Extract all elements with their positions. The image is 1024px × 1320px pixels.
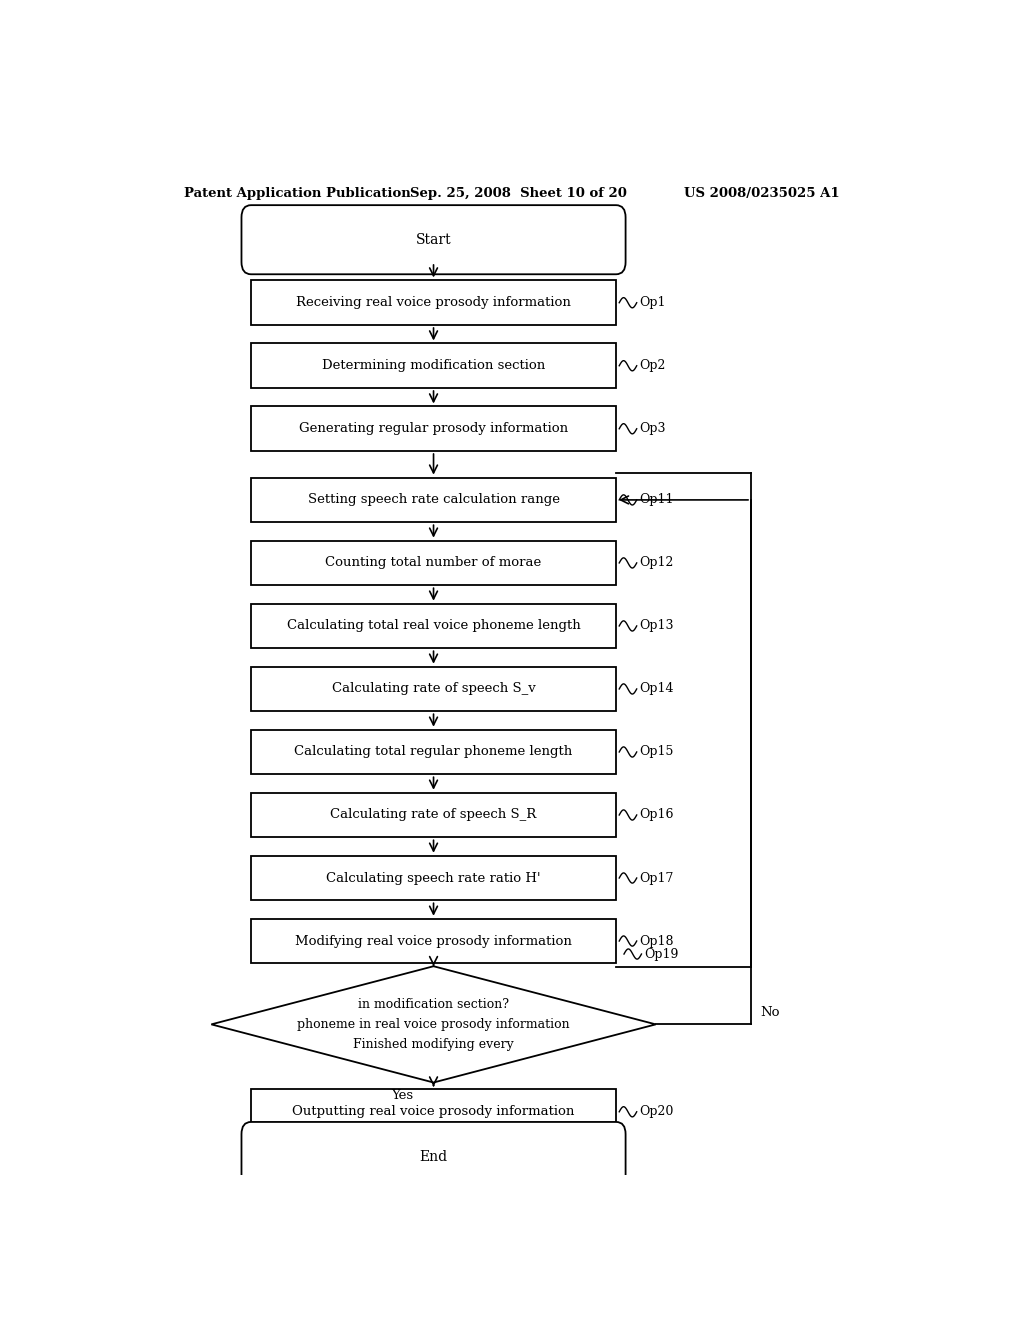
Text: FIG. 10: FIG. 10 bbox=[490, 1156, 559, 1172]
Text: Op3: Op3 bbox=[639, 422, 666, 436]
Text: Setting speech rate calculation range: Setting speech rate calculation range bbox=[307, 494, 559, 507]
Text: in modification section?: in modification section? bbox=[358, 998, 509, 1011]
Text: Op15: Op15 bbox=[639, 746, 674, 759]
Bar bbox=[251, 730, 616, 775]
Text: Op14: Op14 bbox=[639, 682, 674, 696]
Bar bbox=[251, 855, 616, 900]
Text: Op13: Op13 bbox=[639, 619, 674, 632]
Text: Calculating rate of speech S_R: Calculating rate of speech S_R bbox=[331, 808, 537, 821]
Text: Op16: Op16 bbox=[639, 808, 674, 821]
FancyBboxPatch shape bbox=[242, 205, 626, 275]
Text: Op11: Op11 bbox=[639, 494, 674, 507]
Text: End: End bbox=[420, 1150, 447, 1163]
Bar bbox=[251, 478, 616, 523]
Bar bbox=[251, 1089, 616, 1134]
Text: No: No bbox=[761, 1006, 780, 1019]
Bar bbox=[251, 792, 616, 837]
Text: Finished modifying every: Finished modifying every bbox=[353, 1039, 514, 1051]
Text: Calculating total regular phoneme length: Calculating total regular phoneme length bbox=[295, 746, 572, 759]
Text: Generating regular prosody information: Generating regular prosody information bbox=[299, 422, 568, 436]
FancyBboxPatch shape bbox=[242, 1122, 626, 1191]
Text: Sep. 25, 2008  Sheet 10 of 20: Sep. 25, 2008 Sheet 10 of 20 bbox=[410, 187, 627, 199]
Text: US 2008/0235025 A1: US 2008/0235025 A1 bbox=[684, 187, 839, 199]
Text: phoneme in real voice prosody information: phoneme in real voice prosody informatio… bbox=[297, 1018, 569, 1031]
Bar bbox=[251, 407, 616, 451]
Text: Yes: Yes bbox=[391, 1089, 413, 1102]
Bar bbox=[251, 667, 616, 711]
Text: Op2: Op2 bbox=[639, 359, 666, 372]
Text: Outputting real voice prosody information: Outputting real voice prosody informatio… bbox=[292, 1105, 574, 1118]
Text: Modifying real voice prosody information: Modifying real voice prosody information bbox=[295, 935, 572, 948]
Text: Op12: Op12 bbox=[639, 557, 674, 569]
Bar bbox=[251, 343, 616, 388]
Text: Start: Start bbox=[416, 232, 452, 247]
Text: Receiving real voice prosody information: Receiving real voice prosody information bbox=[296, 296, 571, 309]
Text: Calculating rate of speech S_v: Calculating rate of speech S_v bbox=[332, 682, 536, 696]
Text: Patent Application Publication: Patent Application Publication bbox=[183, 187, 411, 199]
Text: Counting total number of morae: Counting total number of morae bbox=[326, 557, 542, 569]
Polygon shape bbox=[211, 966, 655, 1082]
Bar bbox=[251, 280, 616, 325]
Text: Calculating total real voice phoneme length: Calculating total real voice phoneme len… bbox=[287, 619, 581, 632]
Text: Calculating speech rate ratio H': Calculating speech rate ratio H' bbox=[327, 871, 541, 884]
Text: Op1: Op1 bbox=[639, 296, 666, 309]
Text: Op18: Op18 bbox=[639, 935, 674, 948]
Bar bbox=[251, 541, 616, 585]
Text: Op20: Op20 bbox=[639, 1105, 674, 1118]
Text: Op19: Op19 bbox=[644, 948, 678, 961]
Text: Op17: Op17 bbox=[639, 871, 674, 884]
Bar bbox=[251, 603, 616, 648]
Bar bbox=[251, 919, 616, 964]
Text: Determining modification section: Determining modification section bbox=[322, 359, 545, 372]
